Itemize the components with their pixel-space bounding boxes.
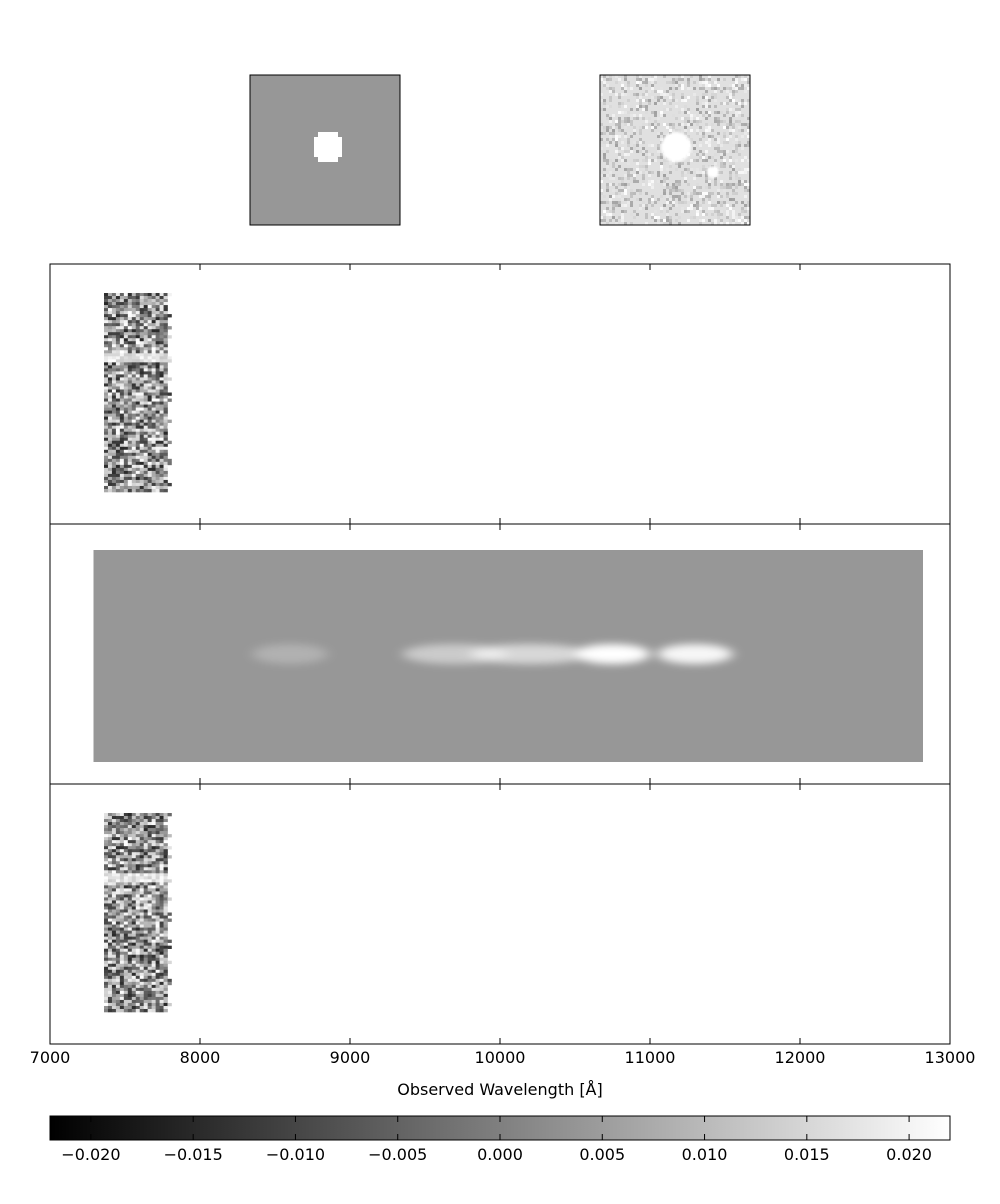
colorbar-tick-label: −0.010	[266, 1145, 325, 1164]
x-tick-label: 9000	[330, 1048, 371, 1067]
emission-feature	[575, 644, 650, 664]
data-cutout-secondary-source	[707, 166, 719, 178]
colorbar-tick-label: 0.010	[682, 1145, 728, 1164]
x-tick-label: 13000	[925, 1048, 976, 1067]
emission-feature	[470, 644, 590, 664]
x-tick-label: 11000	[625, 1048, 676, 1067]
model-spectrum-panel	[50, 524, 950, 784]
colorbar-tick-label: 0.000	[477, 1145, 523, 1164]
colorbar-tick-label: −0.005	[368, 1145, 427, 1164]
data-cutout	[600, 75, 750, 225]
x-tick-label: 10000	[475, 1048, 526, 1067]
residual-spectrum-panel	[50, 784, 950, 1044]
colorbar-tick-label: 0.005	[579, 1145, 625, 1164]
colorbar-tick-label: 0.020	[886, 1145, 932, 1164]
data-spectrum-image	[104, 293, 172, 492]
model-cutout	[250, 75, 400, 225]
emission-feature	[253, 644, 328, 664]
colorbar-tick-label: 0.015	[784, 1145, 830, 1164]
colorbar: −0.020 −0.015 −0.010 −0.005 0.000 0.005 0.010 0…	[50, 1116, 950, 1164]
data-spectrum-panel	[50, 264, 950, 524]
x-axis-label: Observed Wavelength [Å]	[397, 1080, 603, 1099]
model-cutout-source	[314, 132, 342, 162]
colorbar-tick-label: −0.015	[164, 1145, 223, 1164]
x-tick-label: 12000	[775, 1048, 826, 1067]
emission-feature	[658, 644, 733, 664]
x-tick-label: 8000	[180, 1048, 221, 1067]
residual-spectrum-image	[104, 813, 172, 1012]
colorbar-tick-label: −0.020	[61, 1145, 120, 1164]
data-cutout-source	[661, 132, 691, 162]
x-tick-label: 7000	[30, 1048, 71, 1067]
